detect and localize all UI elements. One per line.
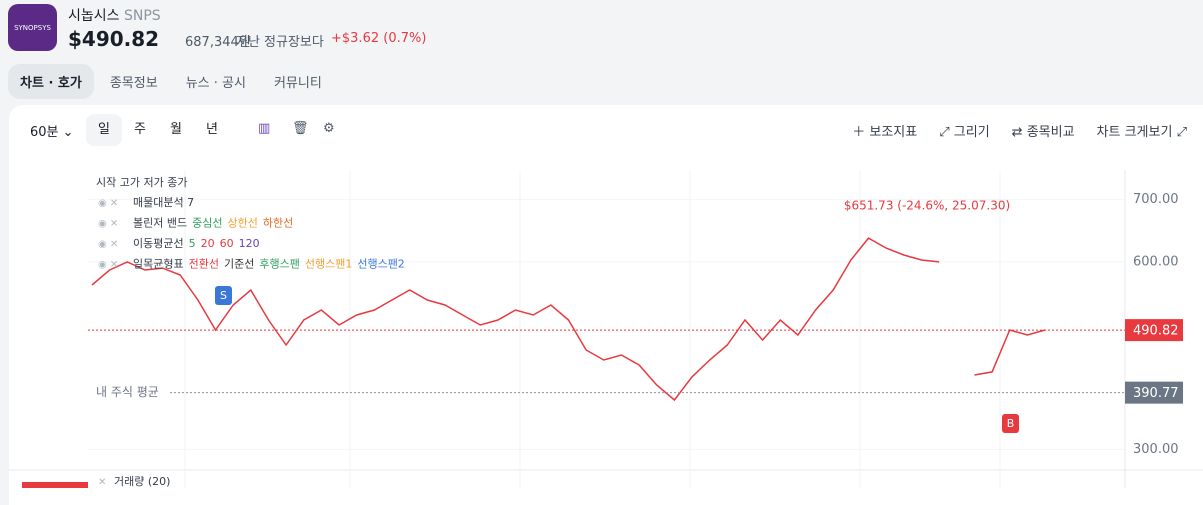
indicator-item: 상한선 bbox=[227, 217, 257, 230]
buy-marker-box bbox=[1002, 414, 1019, 433]
y-tick-label: 700.00 bbox=[1133, 192, 1179, 207]
volume-label: 거래량 (20) bbox=[114, 475, 170, 488]
action-label: 그리기 bbox=[953, 125, 990, 140]
tab[interactable]: 커뮤니티 bbox=[273, 76, 322, 91]
buy-marker: B bbox=[1007, 417, 1015, 430]
sell-marker: S bbox=[220, 289, 227, 302]
indicator-item: 60 bbox=[220, 237, 234, 250]
legend-icons: ◉ ✕ bbox=[98, 260, 118, 271]
tab[interactable]: 차트 · 호가 bbox=[8, 64, 94, 99]
change: +$3.62 (0.7%) bbox=[331, 31, 427, 46]
interval-label: 60분 bbox=[30, 125, 59, 140]
action[interactable]: ⤢ 그리기 bbox=[939, 125, 990, 140]
current-price-tag bbox=[1125, 319, 1183, 342]
indicator: 일목균형표 전환선 기준선 후행스팬 선행스팬1 선행스팬2 bbox=[133, 257, 405, 271]
indicator-item: 120 bbox=[239, 237, 260, 250]
indicator-name: 매물대분석 7 bbox=[133, 196, 194, 209]
avg-label: 내 주식 평균 bbox=[96, 385, 159, 399]
avg-price-tag bbox=[1125, 381, 1183, 404]
ohlc-label: 시작 고가 저가 종가 bbox=[96, 176, 187, 189]
indicator-item: 하한선 bbox=[263, 216, 293, 230]
indicator-item: 5 bbox=[189, 237, 196, 250]
chart-type-icon[interactable]: ▥ bbox=[258, 121, 271, 136]
settings-icon[interactable]: ⚙ bbox=[323, 121, 335, 136]
name: 시놉시스 bbox=[68, 8, 120, 24]
indicator-item: 선행스팬2 bbox=[357, 258, 404, 271]
stock-name: 시놉시스 SNPS bbox=[68, 5, 161, 25]
period[interactable]: 월 bbox=[170, 122, 182, 137]
tab[interactable]: 종목정보 bbox=[109, 76, 158, 91]
price-krw: 687,344원 bbox=[185, 35, 251, 50]
tab[interactable]: 뉴스 · 공시 bbox=[185, 76, 246, 91]
indicator: 이동평균선 5 20 60 120 bbox=[133, 237, 260, 250]
indicator: 볼린저 밴드 중심선 상한선 하한선 bbox=[133, 216, 293, 230]
chart-card bbox=[9, 105, 1203, 505]
price: $490.82 bbox=[68, 27, 160, 51]
action[interactable]: 차트 크게보기 ⤢ bbox=[1096, 125, 1187, 140]
indicator-item: 후행스팬 bbox=[259, 258, 299, 271]
indicator-item: 기준선 bbox=[224, 258, 254, 271]
action-label: 보조지표 bbox=[869, 125, 918, 140]
avg-price-label: 390.77 bbox=[1133, 386, 1179, 401]
y-tick-label: 300.00 bbox=[1133, 442, 1179, 457]
period[interactable]: 주 bbox=[134, 122, 146, 137]
indicator-item: 20 bbox=[201, 237, 215, 250]
period[interactable]: 년 bbox=[206, 122, 218, 137]
ticker: SNPS bbox=[123, 8, 161, 24]
indicator: 매물대분석 7 bbox=[133, 196, 194, 209]
action-label: 종목비교 bbox=[1026, 125, 1075, 140]
annotation: $651.73 (-24.6%, 25.07.30) bbox=[844, 199, 1010, 213]
period[interactable]: 일 bbox=[86, 114, 122, 146]
trash-icon[interactable]: 🗑 bbox=[292, 121, 309, 136]
legend-icons: ◉ ✕ bbox=[98, 239, 118, 250]
legend-icons: ◉ ✕ bbox=[98, 198, 118, 209]
indicator-item: 전환선 bbox=[189, 258, 219, 271]
volume-tag bbox=[22, 482, 88, 488]
indicator-name: 일목균형표 bbox=[133, 257, 184, 271]
action-label: 차트 크게보기 bbox=[1096, 125, 1173, 140]
logo: SYNOPSYS bbox=[8, 4, 57, 51]
indicator-item: 선행스팬1 bbox=[305, 258, 352, 271]
current-price-label: 490.82 bbox=[1133, 324, 1179, 339]
page: SYNOPSYS 시놉시스 SNPS $490.82 687,344원 지난 정… bbox=[8, 4, 1203, 505]
action[interactable]: ⇄ 종목비교 bbox=[1011, 125, 1075, 140]
legend-icons: ◉ ✕ bbox=[98, 219, 118, 230]
tabs: 차트 · 호가 종목정보 뉴스 · 공시 커뮤니티 bbox=[8, 64, 334, 99]
indicator-item: 중심선 bbox=[192, 217, 222, 230]
interval[interactable]: 60분 ⌄ bbox=[30, 125, 74, 140]
indicator-name: 이동평균선 bbox=[133, 237, 184, 250]
actions: ＋ 보조지표 ⤢ 그리기 ⇄ 종목비교 차트 크게보기 ⤢ bbox=[852, 121, 1187, 140]
y-tick-label: 600.00 bbox=[1133, 254, 1179, 269]
volume-icons: ✕ bbox=[98, 477, 106, 488]
compare: 지난 정규장보다 bbox=[236, 35, 324, 50]
chart: 300.00 600.00 700.00 490.82 내 주식 평균 390.77 $65… bbox=[9, 170, 1203, 488]
indicator-name: 볼린저 밴드 bbox=[133, 217, 187, 230]
action[interactable]: ＋ 보조지표 bbox=[852, 125, 918, 140]
sell-marker-box bbox=[215, 286, 232, 305]
